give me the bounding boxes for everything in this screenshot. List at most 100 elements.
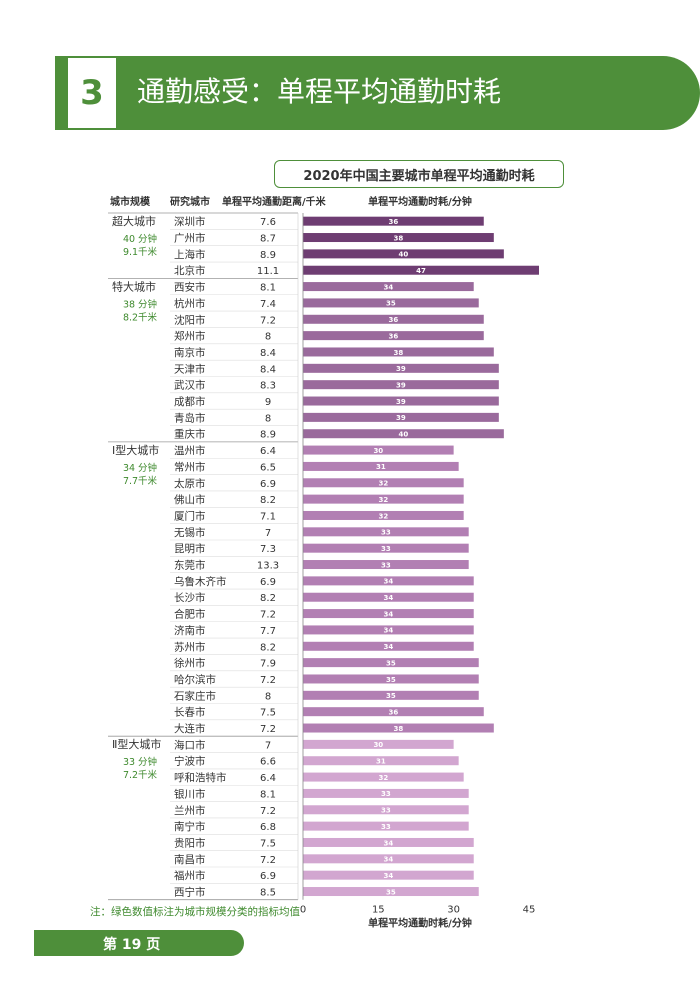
bar [303, 707, 484, 717]
bar [303, 494, 464, 504]
bar-value-label: 34 [383, 856, 393, 864]
tier-label: 超大城市 [112, 214, 156, 228]
chart-note: 注：绿色数值标注为城市规模分类的指标均值 [90, 906, 300, 918]
city-label: 长春市 [174, 706, 206, 719]
bar-value-label: 34 [383, 872, 393, 880]
bar-value-label: 33 [381, 823, 391, 831]
footer-bar [34, 930, 244, 956]
distance-label: 6.9 [260, 577, 276, 588]
bar [303, 854, 474, 864]
column-header-distance: 单程平均通勤距离/千米 [222, 195, 327, 208]
distance-label: 6.4 [260, 773, 276, 784]
chart-title: 2020年中国主要城市单程平均通勤时耗 [274, 160, 564, 188]
column-header-city: 研究城市 [170, 195, 210, 208]
bar [303, 837, 474, 847]
x-tick-label: 0 [300, 905, 306, 916]
distance-label: 11.1 [257, 266, 279, 277]
bar [303, 249, 504, 259]
distance-label: 9 [265, 397, 271, 408]
distance-label: 7.7 [260, 626, 276, 637]
distance-label: 7.9 [260, 659, 276, 670]
bar [303, 788, 469, 798]
bar [303, 576, 474, 586]
bar-value-label: 33 [381, 561, 391, 569]
bar [303, 216, 484, 226]
distance-label: 8.9 [260, 430, 276, 441]
distance-label: 8.1 [260, 789, 276, 800]
distance-label: 7.2 [260, 675, 276, 686]
distance-label: 8.9 [260, 250, 276, 261]
city-label: 西安市 [174, 281, 206, 294]
bar-value-label: 38 [394, 725, 404, 733]
distance-label: 7.2 [260, 855, 276, 866]
bar [303, 282, 474, 292]
bar [303, 756, 459, 766]
tier-label: 特大城市 [112, 279, 156, 293]
tier-label: Ⅱ型大城市 [112, 737, 161, 751]
distance-label: 7 [265, 740, 271, 751]
bar [303, 233, 494, 243]
bar-value-label: 35 [386, 659, 396, 667]
distance-label: 8.2 [260, 495, 276, 506]
tier-avg-time: 34 分钟 [123, 462, 157, 474]
city-label: 长沙市 [174, 591, 206, 604]
bar-value-label: 31 [376, 758, 386, 766]
bar [303, 396, 499, 406]
bar [303, 527, 469, 537]
city-label: 乌鲁木齐市 [174, 575, 227, 588]
city-label: 昆明市 [174, 542, 206, 555]
distance-label: 6.8 [260, 822, 276, 833]
bar-value-label: 32 [378, 480, 388, 488]
bar-value-label: 34 [383, 578, 393, 586]
page-number: 第 19 页 [103, 937, 161, 953]
city-label: 徐州市 [174, 657, 206, 670]
tier-avg-distance: 9.1千米 [123, 246, 158, 258]
bar-value-label: 36 [389, 708, 399, 716]
distance-label: 7.3 [260, 544, 276, 555]
bar [303, 625, 474, 635]
bar [303, 347, 494, 357]
bar-value-label: 36 [389, 332, 399, 340]
city-label: 西宁市 [174, 886, 206, 899]
tier-avg-time: 33 分钟 [123, 756, 157, 768]
distance-label: 7.6 [260, 217, 276, 228]
bar [303, 560, 469, 570]
city-label: 温州市 [174, 444, 206, 457]
city-label: 南宁市 [174, 820, 206, 833]
column-header-time: 单程平均通勤时耗/分钟 [368, 195, 472, 208]
bar-value-label: 35 [386, 888, 396, 896]
city-label: 北京市 [174, 264, 206, 277]
distance-label: 6.5 [260, 462, 276, 473]
bar [303, 805, 469, 815]
city-label: 上海市 [174, 248, 206, 261]
city-label: 成都市 [174, 395, 206, 408]
bar [303, 887, 479, 897]
bar [303, 380, 499, 390]
x-axis-label: 单程平均通勤时耗/分钟 [368, 917, 472, 930]
bar-value-label: 31 [376, 463, 386, 471]
city-label: 无锡市 [174, 526, 206, 539]
bar-value-label: 30 [373, 447, 383, 455]
distance-label: 8.5 [260, 888, 276, 899]
bar [303, 445, 454, 455]
city-label: 太原市 [174, 477, 206, 490]
bar [303, 674, 479, 684]
city-label: 厦门市 [174, 509, 206, 522]
city-label: 宁波市 [174, 755, 206, 768]
bar [303, 429, 504, 439]
distance-label: 8 [265, 413, 271, 424]
section-title: 通勤感受：单程平均通勤时耗 [137, 75, 502, 108]
distance-label: 7.2 [260, 610, 276, 621]
distance-label: 8.2 [260, 642, 276, 653]
bar [303, 641, 474, 651]
city-label: 海口市 [174, 738, 206, 751]
distance-label: 6.6 [260, 757, 276, 768]
city-label: 常州市 [174, 460, 206, 473]
city-label: 石家庄市 [174, 689, 216, 702]
city-label: 杭州市 [174, 297, 206, 310]
bar [303, 821, 469, 831]
x-tick-label: 15 [372, 905, 385, 916]
city-label: 兰州市 [174, 804, 206, 817]
bar-value-label: 33 [381, 529, 391, 537]
distance-label: 6.9 [260, 479, 276, 490]
